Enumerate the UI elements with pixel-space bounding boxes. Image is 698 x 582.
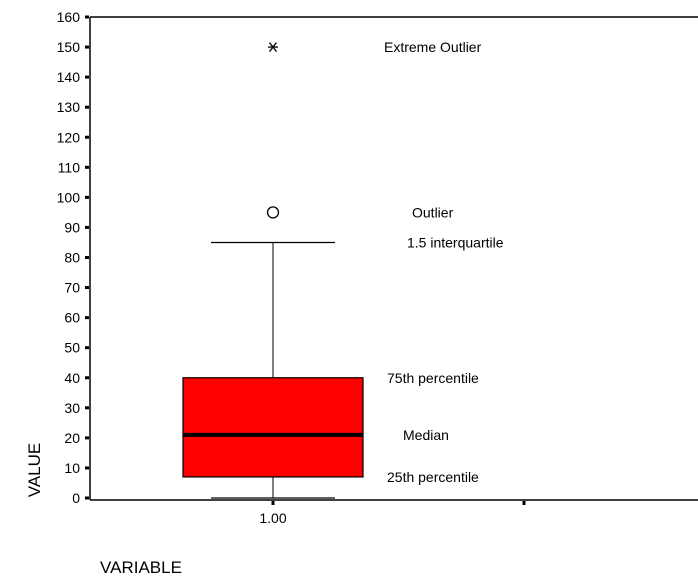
y-tick-label: 80 [64,250,80,266]
y-tick-label: 60 [64,310,80,326]
y-tick-label: 140 [57,69,81,85]
x-tick-mark [522,501,526,505]
outlier-marker [266,206,280,219]
y-tick-mark [85,15,89,19]
y-tick-label: 40 [64,370,80,386]
y-tick-label: 0 [72,490,80,506]
y-tick-mark [85,436,89,440]
y-axis-ticks: 0 10 20 30 40 50 60 70 80 90 100 110 120 130 140 150 160 [57,9,89,506]
y-tick-label: 120 [57,129,81,145]
annotations: Extreme Outlier Outlier 1.5 interquartile 7… [384,39,504,485]
y-tick-mark [85,135,89,139]
annotation-label: 25th percentile [387,469,479,485]
extreme-marker-stroke [268,42,278,52]
y-tick-mark [85,195,89,199]
y-tick-mark [85,286,89,290]
annotation-label: Median [403,427,449,443]
y-tick-mark [85,225,89,229]
y-axis-label: VALUE [25,443,44,498]
y-tick-mark [85,406,89,410]
y-tick-label: 30 [64,400,80,416]
y-tick-mark [85,346,89,350]
y-tick-mark [85,165,89,169]
y-tick-label: 50 [64,340,80,356]
annotation-label: Extreme Outlier [384,39,482,55]
x-tick-label: 1.00 [259,510,286,526]
y-tick-mark [85,105,89,109]
y-tick-label: 130 [57,99,81,115]
axes [89,16,698,501]
iqr-box [182,377,364,478]
plot-area [182,42,364,499]
y-tick-mark [85,376,89,380]
y-tick-mark [85,75,89,79]
x-axis-ticks: 1.00 [259,501,526,526]
y-tick-label: 10 [64,460,80,476]
annotation-label: Outlier [412,204,454,220]
x-tick-mark [271,501,275,505]
y-tick-label: 20 [64,430,80,446]
y-tick-mark [85,45,89,49]
y-tick-mark [85,316,89,320]
y-tick-label: 150 [57,39,81,55]
annotation-label: 75th percentile [387,370,479,386]
y-tick-label: 110 [58,159,81,175]
annotation-label: 1.5 interquartile [407,234,504,250]
extreme-outlier-marker [268,42,278,52]
y-tick-label: 90 [64,219,80,235]
x-axis-label: VARIABLE [100,558,182,577]
y-tick-label: 100 [57,189,81,205]
y-tick-mark [85,256,89,259]
y-tick-label: 70 [64,280,80,296]
y-tick-label: 160 [57,9,81,25]
y-tick-mark [85,466,89,470]
y-tick-mark [85,496,89,500]
